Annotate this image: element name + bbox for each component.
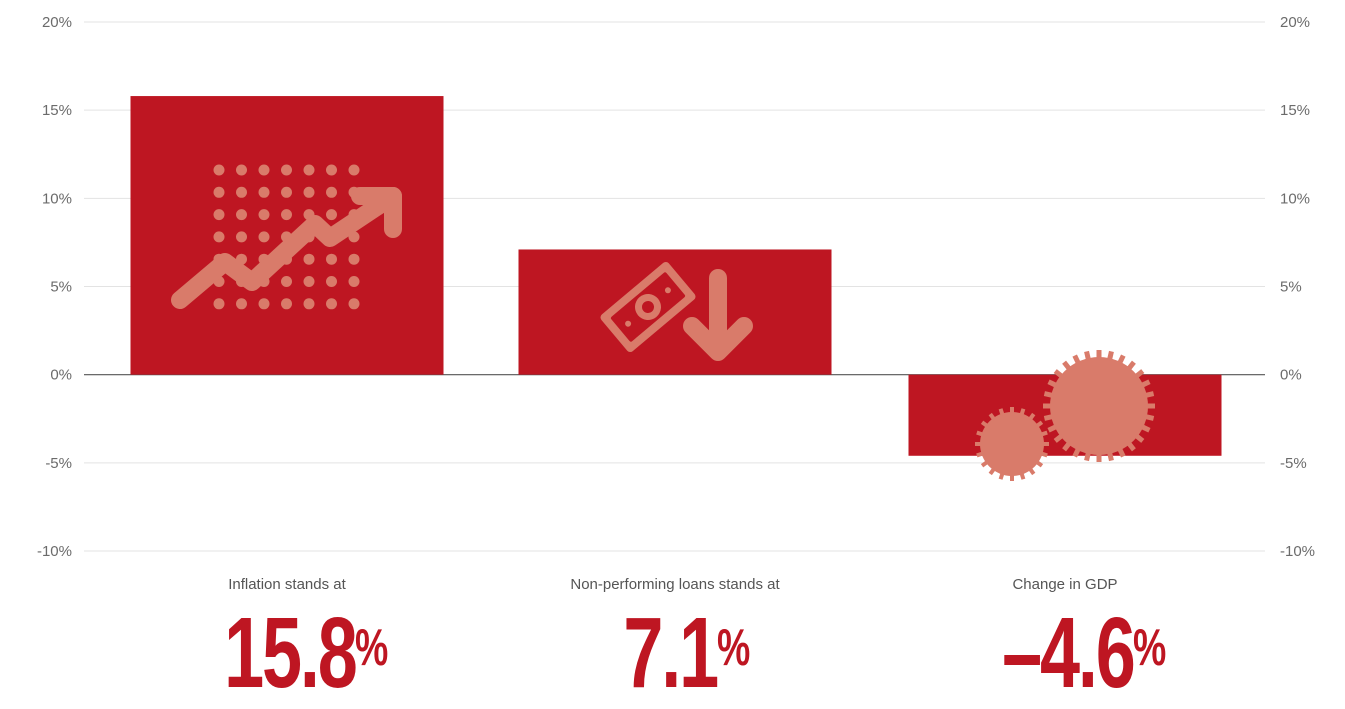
y-tick-label-left: 15% bbox=[42, 102, 72, 119]
y-tick-label-right: -5% bbox=[1280, 455, 1307, 472]
big-value: 15.8% bbox=[157, 600, 417, 707]
category-label: Inflation stands at bbox=[228, 576, 346, 593]
big-value-unit: % bbox=[355, 619, 389, 677]
big-value-unit: % bbox=[716, 619, 751, 677]
y-tick-label-left: 20% bbox=[42, 14, 72, 31]
y-tick-label-right: 15% bbox=[1280, 102, 1310, 119]
y-tick-label-right: -10% bbox=[1280, 543, 1315, 560]
big-value: 7.1% bbox=[545, 600, 805, 707]
y-tick-label-left: -5% bbox=[45, 455, 72, 472]
big-value: –4.6% bbox=[915, 600, 1215, 707]
y-axis-left: 20% 15% 10% 5% 0% -5% -10% bbox=[37, 14, 72, 560]
y-tick-label-left: 10% bbox=[42, 190, 72, 207]
rising-arrow-icon bbox=[171, 164, 402, 310]
big-value-unit: % bbox=[1133, 619, 1167, 677]
y-tick-label-right: 0% bbox=[1280, 367, 1302, 384]
y-tick-label-right: 5% bbox=[1280, 279, 1302, 296]
y-axis-right: 20% 15% 10% 5% 0% -5% -10% bbox=[1280, 14, 1315, 560]
y-tick-label-left: 0% bbox=[50, 367, 72, 384]
money-down-icon bbox=[600, 261, 753, 361]
category-label: Non-performing loans stands at bbox=[570, 576, 780, 593]
gears-icon bbox=[975, 350, 1155, 481]
category-labels: Inflation stands at Non-performing loans … bbox=[228, 576, 1117, 593]
category-label: Change in GDP bbox=[1012, 576, 1117, 593]
y-tick-label-left: -10% bbox=[37, 543, 72, 560]
y-tick-label-right: 10% bbox=[1280, 190, 1310, 207]
y-tick-label-left: 5% bbox=[50, 279, 72, 296]
y-tick-label-right: 20% bbox=[1280, 14, 1310, 31]
big-value-number: 7.1 bbox=[623, 597, 719, 709]
big-value-number: –4.6 bbox=[1001, 597, 1136, 709]
big-value-number: 15.8 bbox=[223, 597, 358, 709]
